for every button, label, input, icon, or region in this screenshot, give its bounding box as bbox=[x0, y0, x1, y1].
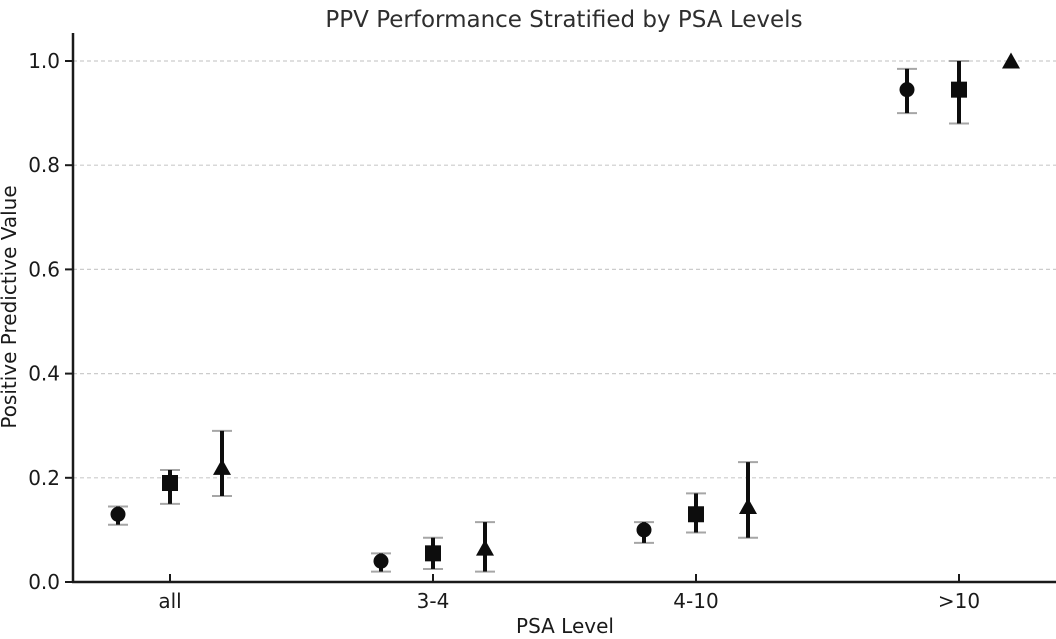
marker-square bbox=[688, 506, 704, 523]
marker-circle bbox=[110, 506, 126, 522]
marker-square bbox=[162, 475, 178, 492]
marker-triangle bbox=[1002, 52, 1020, 69]
chart-title: PPV Performance Stratified by PSA Levels bbox=[325, 7, 802, 33]
plot-area: 0.0 0.2 0.4 0.6 0.8 1.0 all 3-4 4-10 >10 bbox=[28, 33, 1056, 613]
marker-triangle bbox=[739, 497, 757, 514]
marker-circle bbox=[373, 553, 389, 569]
x-axis-label: PSA Level bbox=[516, 614, 614, 638]
y-tick-label: 0.8 bbox=[28, 153, 60, 177]
x-tick-label: >10 bbox=[938, 589, 980, 613]
y-axis-label: Positive Predictive Value bbox=[0, 185, 21, 428]
y-tick-label: 0.2 bbox=[28, 466, 60, 490]
y-tick-label: 0.6 bbox=[28, 257, 60, 281]
marker-triangle bbox=[213, 458, 231, 475]
y-tick-label: 0.0 bbox=[28, 570, 60, 594]
marker-triangle bbox=[476, 539, 494, 556]
marker-circle bbox=[636, 522, 652, 538]
x-tick-label: 3-4 bbox=[417, 589, 450, 613]
marker-square bbox=[951, 81, 967, 98]
marker-square bbox=[425, 545, 441, 562]
marker-circle bbox=[899, 82, 915, 98]
y-tick-label: 1.0 bbox=[28, 49, 60, 73]
x-tick-label: all bbox=[158, 589, 181, 613]
y-tick-label: 0.4 bbox=[28, 362, 60, 386]
x-tick-label: 4-10 bbox=[673, 589, 718, 613]
